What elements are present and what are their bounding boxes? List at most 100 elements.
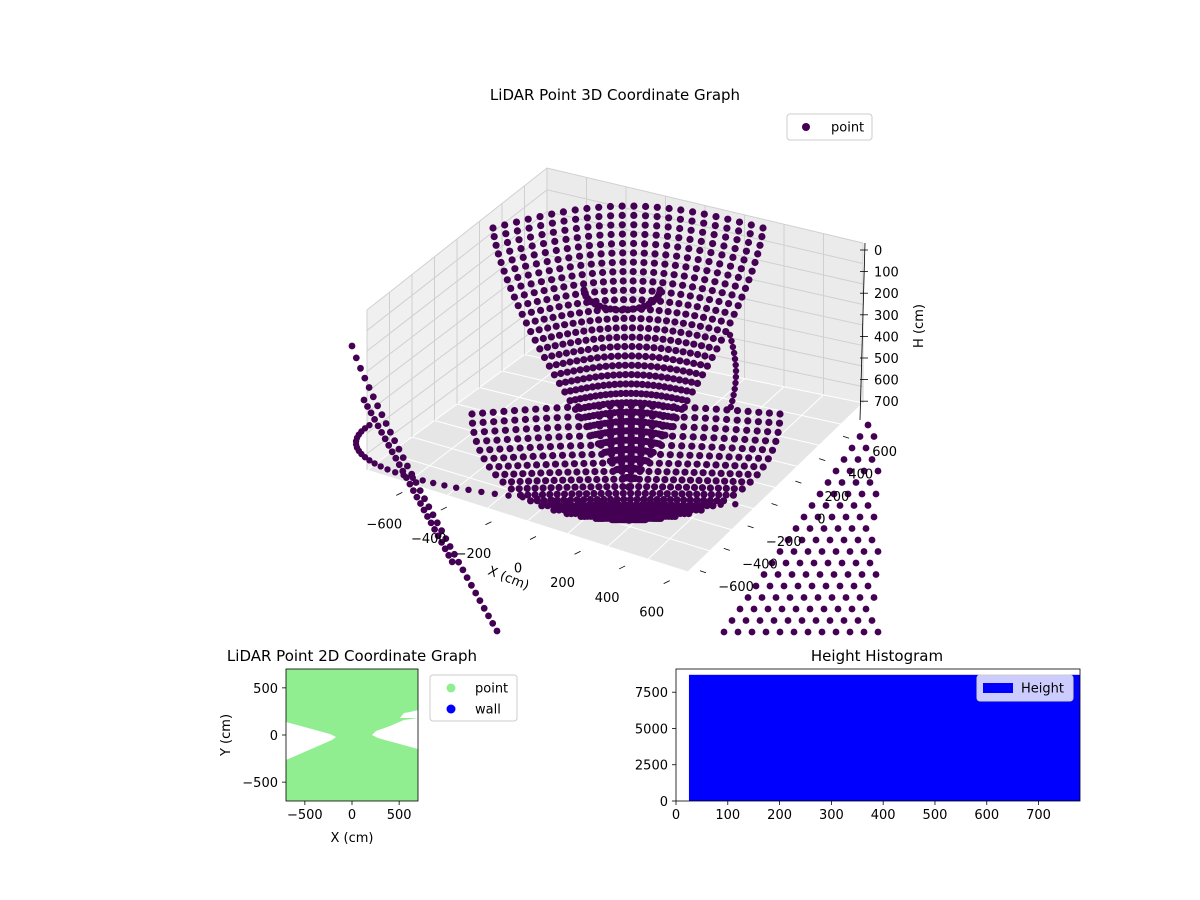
data-point <box>519 470 527 478</box>
data-point <box>511 265 519 273</box>
data-point <box>613 343 622 351</box>
data-point <box>730 435 739 443</box>
data-point <box>685 245 693 253</box>
data-point <box>748 267 756 275</box>
data-point <box>569 319 577 327</box>
data-point <box>748 445 757 453</box>
data-point <box>357 364 364 372</box>
data-point <box>572 290 580 298</box>
data-point <box>360 396 368 404</box>
data-point <box>492 471 500 479</box>
data-point <box>641 240 649 248</box>
data-point <box>712 213 720 221</box>
data-point <box>700 219 708 227</box>
data-point <box>730 349 738 357</box>
data-point <box>690 340 698 348</box>
data-point <box>666 365 674 373</box>
data-point <box>633 371 642 379</box>
data-point <box>539 452 547 460</box>
data-point <box>522 319 531 327</box>
data-point <box>583 365 591 373</box>
data-point <box>726 319 734 327</box>
data-point <box>648 287 656 295</box>
data-point <box>552 246 560 255</box>
tick-label-x-3d: 400 <box>595 591 620 606</box>
legend-2d-point-label: point <box>475 682 508 697</box>
data-point <box>533 297 541 306</box>
data-point <box>348 342 356 350</box>
data-point <box>696 322 705 330</box>
data-point <box>542 477 550 485</box>
grid-wall-z <box>366 232 864 372</box>
data-point <box>662 317 671 325</box>
data-point <box>642 352 650 361</box>
data-point <box>429 511 437 519</box>
data-point <box>555 483 563 492</box>
data-point <box>735 218 744 226</box>
data-point <box>675 234 683 242</box>
data-point <box>726 331 734 339</box>
data-point <box>750 605 758 613</box>
data-point <box>552 294 561 302</box>
data-point <box>413 493 421 501</box>
data-point <box>576 432 584 440</box>
data-point <box>523 484 531 492</box>
data-point <box>686 368 694 376</box>
data-point <box>534 495 541 502</box>
data-point <box>438 527 445 535</box>
data-point <box>604 324 612 333</box>
data-point <box>729 477 737 486</box>
data-point <box>775 419 784 427</box>
data-point <box>715 297 723 306</box>
data-point <box>800 513 808 521</box>
data-point <box>519 253 527 261</box>
data-point <box>533 424 541 432</box>
data-point <box>677 206 685 214</box>
data-point <box>445 551 453 559</box>
data-point <box>668 442 676 450</box>
data-point <box>671 261 680 269</box>
data-point <box>365 384 373 391</box>
data-point <box>663 490 671 498</box>
data-point <box>568 451 576 459</box>
data-point <box>630 230 638 238</box>
data-point <box>570 460 579 468</box>
data-point <box>868 456 876 463</box>
data-point <box>607 221 615 229</box>
data-point <box>573 376 582 384</box>
data-point <box>544 324 552 332</box>
data-point <box>692 506 700 514</box>
tick-x-3d <box>485 521 492 526</box>
data-point <box>695 476 703 484</box>
data-point <box>480 428 488 436</box>
data-point <box>543 258 551 266</box>
data-point <box>557 369 565 378</box>
data-point <box>674 337 683 346</box>
data-point <box>536 443 544 451</box>
data-point <box>724 271 732 279</box>
data-point <box>551 342 559 350</box>
data-point <box>666 496 675 504</box>
data-point <box>539 334 547 343</box>
data-point <box>808 582 816 590</box>
data-point <box>615 361 623 369</box>
tick-label-x-hist: 500 <box>923 808 948 823</box>
data-point <box>753 471 761 479</box>
data-point <box>721 280 729 288</box>
data-point <box>554 423 562 431</box>
data-point <box>585 232 593 240</box>
tick-label-y-3d: −400 <box>742 557 778 572</box>
data-point <box>732 379 739 387</box>
data-point <box>567 310 575 318</box>
data-point <box>649 381 658 389</box>
data-point <box>676 215 685 223</box>
data-point <box>643 483 651 491</box>
data-point <box>644 334 652 342</box>
data-point <box>651 250 659 258</box>
data-point <box>664 308 672 316</box>
data-point <box>507 478 516 486</box>
data-point <box>595 363 604 371</box>
data-point <box>543 343 552 351</box>
data-point <box>683 254 692 262</box>
data-point <box>503 238 512 247</box>
